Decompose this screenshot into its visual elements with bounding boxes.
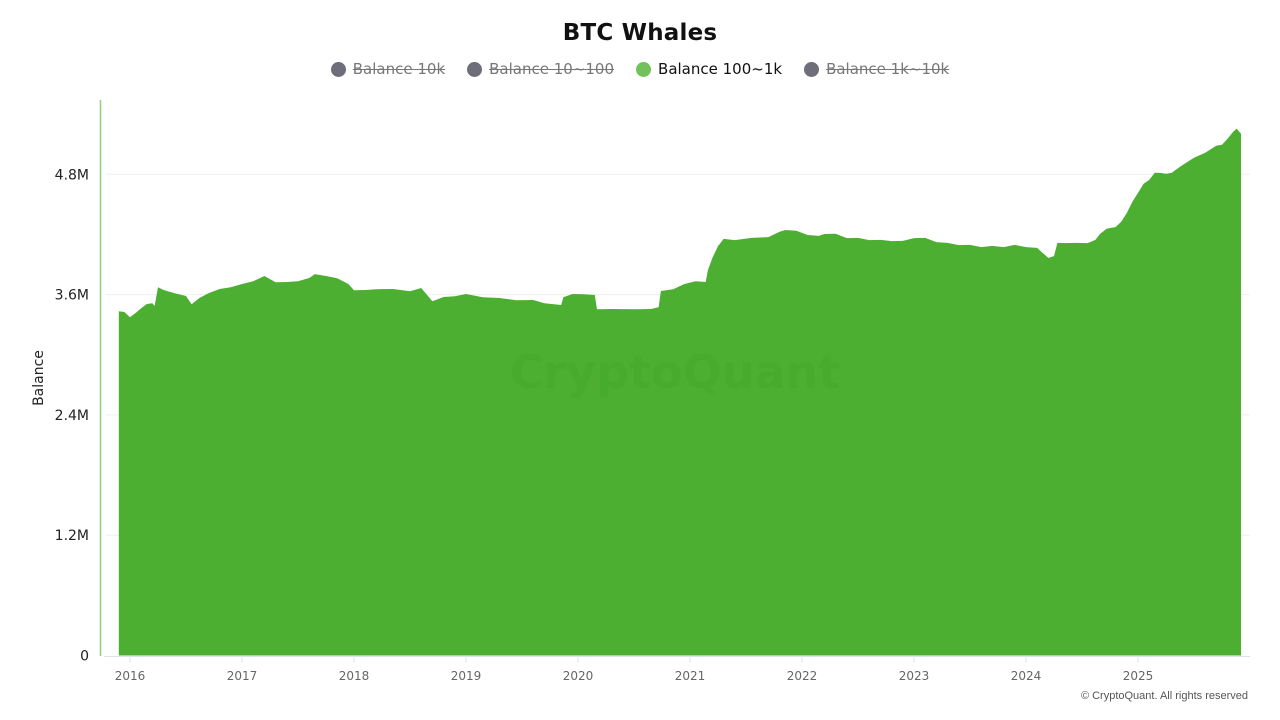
x-tick-label: 2016 [115, 669, 146, 683]
legend-item-balance-100-1k[interactable]: Balance 100~1k [636, 60, 782, 78]
legend-item-balance-1k-10k[interactable]: Balance 1k~10k [804, 60, 949, 78]
legend-item-balance-10-100[interactable]: Balance 10~100 [467, 60, 614, 78]
legend-dot-icon [467, 61, 483, 77]
copyright-credit: © CryptoQuant. All rights reserved [1080, 690, 1248, 702]
x-tick-label: 2018 [339, 669, 370, 683]
legend-item-balance-10k[interactable]: Balance 10k [330, 60, 446, 78]
legend-dot-icon [804, 61, 820, 77]
chart-title: BTC Whales [562, 20, 718, 46]
watermark: CryptoQuant [510, 345, 841, 399]
x-tick-label: 2024 [1011, 669, 1042, 683]
legend: Balance 10k Balance 10~100 Balance 100~1… [0, 60, 1280, 78]
series-area-balance-100-1k[interactable] [118, 128, 1241, 656]
y-tick-label: 4.8M [55, 167, 89, 183]
x-tick-label: 2023 [899, 669, 930, 683]
x-tick-label: 2025 [1123, 669, 1154, 683]
x-tick-label: 2022 [787, 669, 818, 683]
y-tick-label: 1.2M [55, 528, 89, 544]
y-tick-label: 3.6M [55, 288, 89, 304]
x-tick-label: 2017 [227, 669, 258, 683]
x-axis-ticks: 2016 2017 2018 2019 2020 2021 2022 2023 2024 2025 [115, 657, 1154, 683]
x-tick-label: 2020 [563, 669, 594, 683]
legend-label: Balance 1k~10k [826, 60, 950, 78]
legend-label: Balance 100~1k [658, 60, 783, 78]
legend-label: Balance 10~100 [489, 60, 615, 78]
y-axis-label: Balance [31, 350, 47, 406]
y-tick-label: 2.4M [55, 408, 89, 424]
x-tick-label: 2021 [675, 669, 706, 683]
legend-dot-icon [330, 61, 346, 77]
legend-dot-icon [636, 61, 652, 77]
legend-label: Balance 10k [352, 60, 446, 78]
y-axis-ticks: 0 1.2M 2.4M 3.6M 4.8M [55, 167, 89, 664]
x-tick-label: 2019 [451, 669, 482, 683]
y-tick-label: 0 [80, 649, 89, 665]
